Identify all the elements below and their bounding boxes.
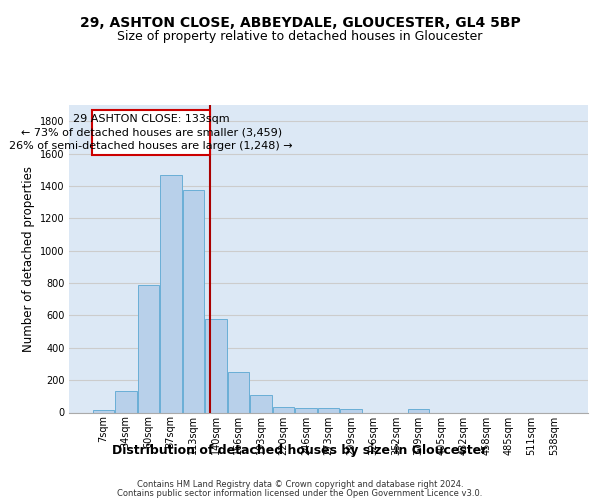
Text: Distribution of detached houses by size in Gloucester: Distribution of detached houses by size …: [112, 444, 488, 457]
Bar: [182, 190, 204, 412]
Text: 29, ASHTON CLOSE, ABBEYDALE, GLOUCESTER, GL4 5BP: 29, ASHTON CLOSE, ABBEYDALE, GLOUCESTER,…: [80, 16, 520, 30]
Text: Size of property relative to detached houses in Gloucester: Size of property relative to detached ho…: [118, 30, 482, 43]
Bar: [295, 408, 317, 412]
Text: Contains HM Land Registry data © Crown copyright and database right 2024.: Contains HM Land Registry data © Crown c…: [137, 480, 463, 489]
Bar: [92, 410, 114, 412]
FancyBboxPatch shape: [92, 110, 210, 155]
Bar: [318, 408, 339, 412]
Bar: [228, 372, 249, 412]
Bar: [340, 410, 362, 412]
Text: 29 ASHTON CLOSE: 133sqm
← 73% of detached houses are smaller (3,459)
26% of semi: 29 ASHTON CLOSE: 133sqm ← 73% of detache…: [10, 114, 293, 150]
Bar: [205, 320, 227, 412]
Text: Contains public sector information licensed under the Open Government Licence v3: Contains public sector information licen…: [118, 489, 482, 498]
Bar: [273, 407, 294, 412]
Bar: [408, 410, 429, 412]
Y-axis label: Number of detached properties: Number of detached properties: [22, 166, 35, 352]
Bar: [137, 284, 159, 412]
Bar: [250, 394, 272, 412]
Bar: [160, 174, 182, 412]
Bar: [115, 392, 137, 412]
